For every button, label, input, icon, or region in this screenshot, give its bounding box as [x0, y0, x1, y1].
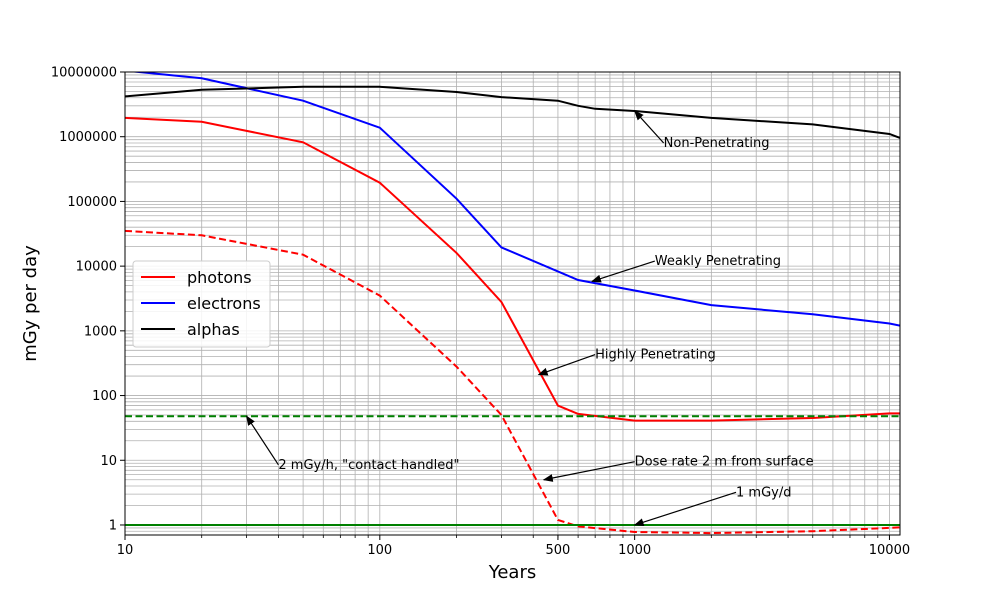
y-tick-label: 10: [100, 454, 117, 469]
plot-frame: [124, 71, 901, 536]
legend-label-photons: photons: [187, 268, 252, 287]
annotation-arrow: [246, 415, 279, 466]
annotation-arrow: [591, 260, 655, 283]
y-tick-label: 10000000: [51, 66, 117, 81]
series-line-unnamed-3: [125, 229, 900, 535]
series-line-alphas: [125, 85, 900, 139]
x-tick-label: 10000: [869, 543, 910, 558]
annotation-label: Dose rate 2 m from surface: [635, 455, 814, 470]
y-tick-label: 1: [109, 518, 117, 533]
y-axis-title: mGy per day: [20, 245, 41, 362]
annotation-label: Highly Penetrating: [595, 348, 716, 363]
x-tick-label: 10: [117, 543, 134, 558]
annotations: Non-Penetrating Weakly Penetrating Highly …: [246, 110, 814, 527]
x-tick-label: 100: [367, 543, 392, 558]
annotation-arrow: [542, 461, 635, 482]
y-tick-label: 10000: [76, 260, 117, 275]
legend-label-alphas: alphas: [187, 320, 240, 339]
x-tick-label: 1000: [618, 543, 651, 558]
y-tick-label: 100: [92, 389, 117, 404]
y-tick-label: 100000: [67, 195, 117, 210]
x-tick-label: 500: [546, 543, 571, 558]
annotation-arrow: [633, 110, 665, 144]
legend-label-electrons: electrons: [187, 294, 261, 313]
annotation-label: 2 mGy/h, "contact handled": [278, 458, 459, 473]
annotation-arrow: [633, 491, 737, 527]
y-tick-label: 1000: [84, 324, 117, 339]
series-line-electrons: [128, 72, 900, 327]
annotation-arrow: [537, 353, 596, 376]
legend: photons electrons alphas: [132, 260, 271, 348]
series-line-photons: [125, 116, 900, 422]
annotation-label: 1 mGy/d: [736, 485, 791, 500]
legend-box: [132, 260, 271, 348]
annotation-label: Weakly Penetrating: [655, 254, 781, 269]
y-tick-label: 1000000: [59, 130, 117, 145]
x-axis-title: Years: [488, 562, 537, 583]
axis-ticks: 10 100 500 1000 1000011010010001000010000010…: [51, 66, 910, 559]
annotation-label: Non-Penetrating: [664, 136, 770, 151]
